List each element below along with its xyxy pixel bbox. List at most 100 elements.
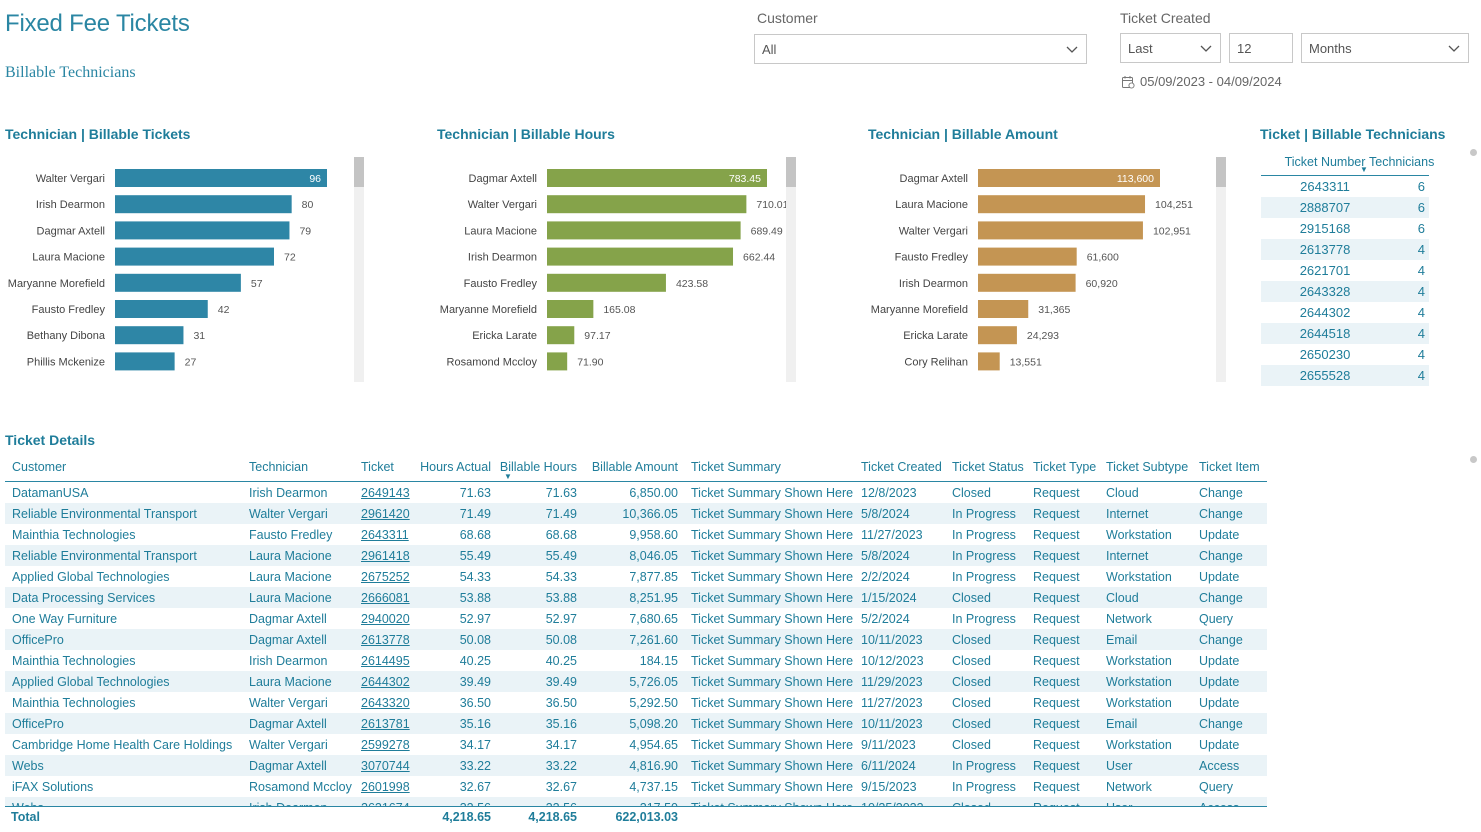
table-row[interactable]: DatamanUSA Irish Dearmon 2649143 71.63 71.63… [5, 482, 1267, 503]
bar[interactable] [115, 169, 327, 187]
table-row[interactable]: Mainthia Technologies Irish Dearmon 261449… [5, 650, 1267, 671]
billable-tickets-scrollbar[interactable] [354, 157, 364, 382]
ticket-technicians-row[interactable]: 2915168 6 [1261, 218, 1429, 239]
ticket-link[interactable]: 2666081 [361, 590, 410, 605]
bar[interactable] [115, 326, 184, 345]
table-row[interactable]: Mainthia Technologies Walter Vergari 26433… [5, 692, 1267, 713]
ticket-link[interactable]: 2643311 [361, 527, 409, 542]
billable-amount-chart-title: Technician | Billable Amount [868, 126, 1058, 142]
total-billable-hours: 4,218.65 [528, 809, 577, 824]
ticket-link[interactable]: 2614495 [361, 653, 410, 668]
table-row[interactable]: Applied Global Technologies Laura Macione… [5, 566, 1267, 587]
bar[interactable] [547, 300, 594, 318]
bar[interactable] [978, 273, 1076, 292]
scroll-thumb[interactable] [786, 157, 796, 187]
header-ticket-summary[interactable]: Ticket Summary [691, 459, 781, 474]
header-ticket-subtype[interactable]: Ticket Subtype [1106, 459, 1189, 474]
bar[interactable] [978, 221, 1143, 240]
bar[interactable] [547, 247, 734, 266]
bar[interactable] [547, 273, 666, 292]
ticket-type-cell: Request [1033, 695, 1080, 710]
bar[interactable] [115, 195, 292, 214]
bar[interactable] [115, 273, 241, 292]
bar[interactable] [978, 247, 1077, 266]
date-range-text: 05/09/2023 - 04/09/2024 [1140, 74, 1282, 89]
created-mode-dropdown[interactable]: Last [1120, 33, 1221, 63]
table-row[interactable]: iFAX Solutions Rosamond Mccloy 2601998 32.6… [5, 776, 1267, 797]
ticket-link[interactable]: 2613781 [361, 716, 410, 731]
billable-amount-scrollbar[interactable] [1216, 157, 1226, 382]
ticket-link[interactable]: 2644302 [361, 674, 410, 689]
ticket-technicians-row[interactable]: 2888707 6 [1261, 197, 1429, 218]
ticket-link[interactable]: 2621674 [354, 801, 414, 807]
table-row[interactable]: Applied Global Technologies Laura Macione… [5, 671, 1267, 692]
header-ticket-type[interactable]: Ticket Type [1033, 459, 1097, 474]
bar[interactable] [978, 326, 1017, 345]
ticket-link[interactable]: 2961420 [361, 506, 410, 521]
ticket-technicians-row[interactable]: 2644518 4 [1261, 323, 1429, 344]
ticket-link[interactable]: 2613778 [361, 632, 410, 647]
technicians-header[interactable]: Technicians [1369, 154, 1435, 169]
header-hours-actual[interactable]: Hours Actual [420, 459, 491, 474]
header-ticket-item[interactable]: Ticket Item [1199, 459, 1260, 474]
bar[interactable] [978, 195, 1146, 214]
ticket-technicians-row[interactable]: 2621701 4 [1261, 260, 1429, 281]
hours-actual-cell: 53.88 [459, 590, 491, 605]
bar[interactable] [115, 247, 274, 266]
scroll-thumb[interactable] [354, 157, 364, 187]
header-technician[interactable]: Technician [249, 459, 309, 474]
created-count-input[interactable]: 12 [1229, 33, 1293, 63]
bar[interactable] [547, 195, 747, 214]
header-ticket[interactable]: Ticket [361, 459, 394, 474]
created-unit-dropdown[interactable]: Months [1301, 33, 1469, 63]
bar[interactable] [978, 300, 1029, 318]
bar[interactable] [978, 169, 1160, 187]
ticket-link[interactable]: 2599278 [361, 737, 410, 752]
table-row[interactable]: OfficePro Dagmar Axtell 2613778 50.08 50.08 7… [5, 629, 1267, 650]
bar[interactable] [115, 221, 290, 240]
ticket-technicians-row[interactable]: 2643311 6 [1261, 176, 1429, 197]
ticket-technicians-row[interactable]: 2644302 4 [1261, 302, 1429, 323]
table-row[interactable]: Reliable Environmental Transport Walter V… [5, 503, 1267, 524]
ticket-number-header[interactable]: Ticket Number [1284, 154, 1366, 169]
table-row[interactable]: One Way Furniture Dagmar Axtell 2940020 52.… [5, 608, 1267, 629]
bar[interactable] [547, 326, 575, 345]
ticket-link[interactable]: 2643320 [361, 695, 410, 710]
ticket-status-cell: Closed [952, 737, 991, 752]
table-row[interactable]: Data Processing Services Laura Macione 266… [5, 587, 1267, 608]
category-label: Dagmar Axtell [37, 225, 105, 237]
ticket-link[interactable]: 3070744 [361, 758, 410, 773]
ticket-details-header: Customer Technician Ticket Hours Actual … [5, 452, 1267, 482]
bar[interactable] [115, 352, 175, 371]
ticket-technicians-row[interactable]: 2655528 4 [1261, 365, 1429, 386]
ticket-technicians-row[interactable]: 2643328 4 [1261, 281, 1429, 302]
header-billable-amount[interactable]: Billable Amount [591, 459, 678, 474]
bar[interactable] [547, 169, 767, 187]
ticket-link[interactable]: 2649143 [361, 485, 410, 500]
bar[interactable] [115, 300, 208, 318]
table-row[interactable]: Webs Dagmar Axtell 3070744 33.22 33.22 4,816.… [5, 755, 1267, 776]
ticket-link[interactable]: 2601998 [361, 779, 410, 794]
header-billable-hours[interactable]: Billable Hours [499, 459, 577, 474]
table-row[interactable]: OfficePro Dagmar Axtell 2613781 35.16 35.16 5… [5, 713, 1267, 734]
ticket-technicians-row[interactable]: 2650230 4 [1261, 344, 1429, 365]
header-customer[interactable]: Customer [12, 459, 67, 474]
customer-dropdown[interactable]: All [754, 34, 1087, 64]
table-row[interactable]: WebsIrish Dearmon262167432.5632.56217.50… [5, 797, 1267, 806]
ticket-link[interactable]: 2940020 [361, 611, 410, 626]
ticket-technicians-row[interactable]: 2613778 4 [1261, 239, 1429, 260]
category-label: Walter Vergari [899, 225, 968, 237]
table-row[interactable]: Reliable Environmental Transport Laura Ma… [5, 545, 1267, 566]
bar[interactable] [547, 352, 568, 371]
billable-hours-scrollbar[interactable] [786, 157, 796, 382]
ticket-link[interactable]: 2961418 [361, 548, 410, 563]
header-ticket-created[interactable]: Ticket Created [861, 459, 942, 474]
table-row[interactable]: Mainthia Technologies Fausto Fredley 26433… [5, 524, 1267, 545]
header-ticket-status[interactable]: Ticket Status [952, 459, 1024, 474]
table-row[interactable]: Cambridge Home Health Care Holdings Walte… [5, 734, 1267, 755]
ticket-link[interactable]: 2675252 [361, 569, 410, 584]
bar[interactable] [547, 221, 741, 240]
scroll-thumb[interactable] [1216, 157, 1226, 187]
ticket-created-cell: 12/8/2023 [861, 485, 917, 500]
bar[interactable] [978, 352, 1000, 371]
